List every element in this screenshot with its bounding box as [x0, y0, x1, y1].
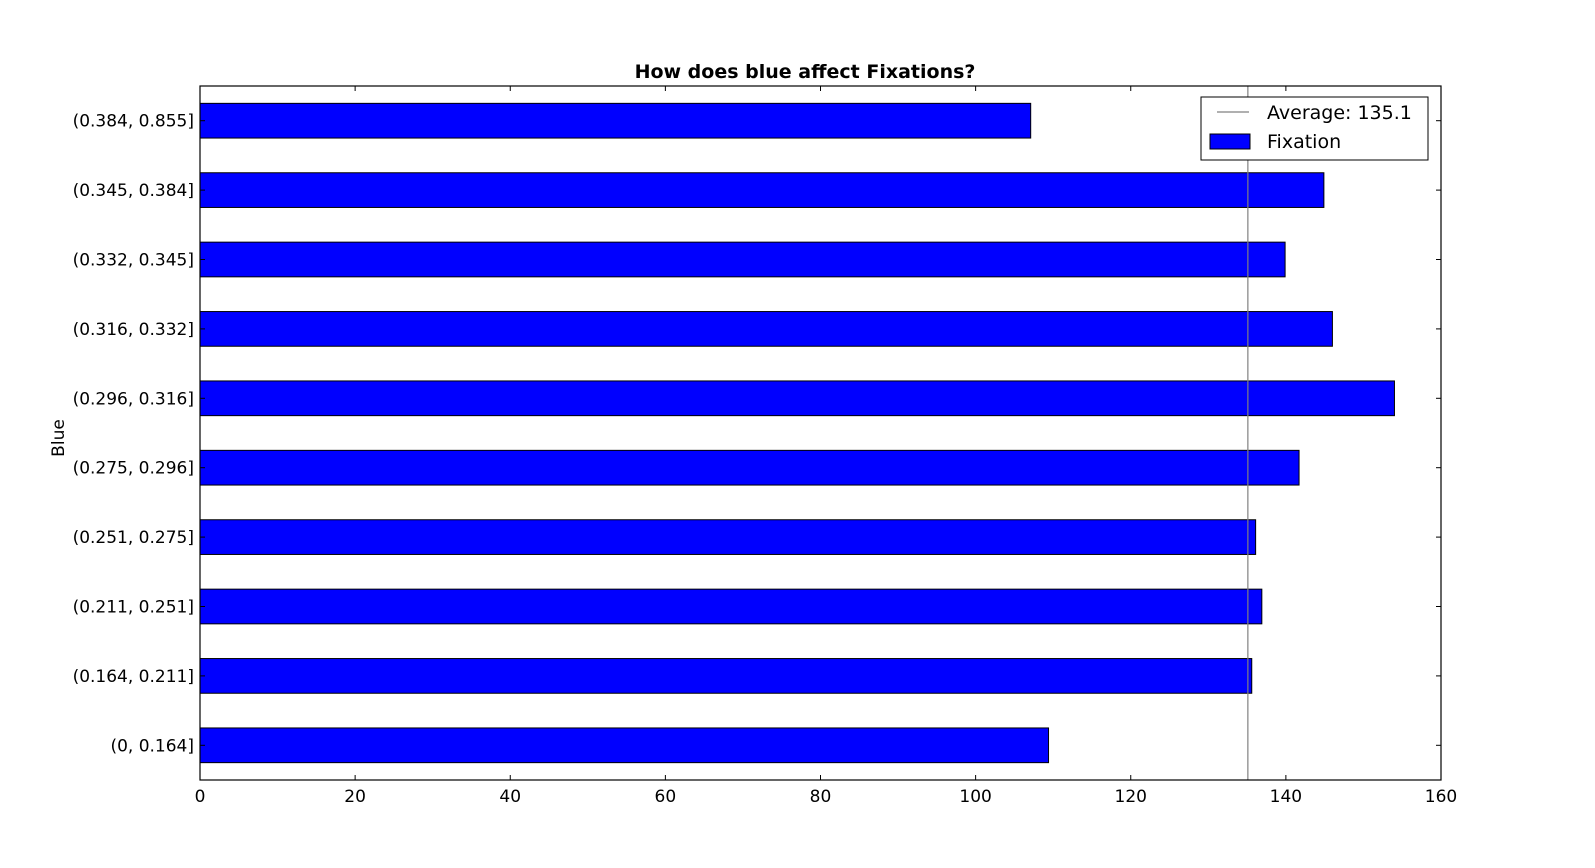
bar — [199, 588, 1263, 625]
bar — [199, 449, 1300, 486]
x-tick-label: 160 — [1425, 787, 1457, 807]
bar — [199, 311, 1333, 347]
y-tick-label: (0.345, 0.384] — [73, 181, 194, 201]
y-tick-label: (0, 0.164] — [110, 736, 194, 756]
y-tick-label: (0.164, 0.211] — [73, 667, 194, 687]
y-tick-label: (0.332, 0.345] — [73, 251, 194, 271]
x-tick-label: 80 — [810, 787, 832, 807]
plot-area: (0, 0.164] (0.164, 0.211] (0.211, 0.251] (0… — [73, 85, 1457, 807]
x-tick-label: 120 — [1115, 787, 1147, 807]
bar — [199, 380, 1395, 417]
y-tick-label: (0.296, 0.316] — [73, 389, 194, 409]
bar — [199, 102, 1032, 139]
bar — [199, 519, 1257, 555]
bar — [199, 241, 1286, 278]
axes-frame — [199, 85, 1442, 781]
y-tick-label: (0.275, 0.296] — [73, 459, 194, 479]
chart-title: How does blue affect Fixations? — [635, 61, 976, 83]
legend: Average: 135.1 Fixation — [1200, 96, 1429, 161]
x-tick-label: 140 — [1270, 787, 1302, 807]
x-tick-label: 20 — [344, 787, 366, 807]
y-tick-label: (0.251, 0.275] — [73, 528, 194, 548]
legend-average-label: Average: 135.1 — [1267, 102, 1412, 124]
x-tick-label: 40 — [499, 787, 521, 807]
y-axis-label: Blue — [49, 419, 69, 457]
bar — [199, 658, 1253, 694]
y-tick-label: (0.211, 0.251] — [73, 598, 194, 618]
bar — [199, 727, 1050, 764]
x-tick-label: 100 — [959, 787, 991, 807]
legend-fixation-label: Fixation — [1267, 131, 1341, 153]
y-tick-label: (0.384, 0.855] — [73, 112, 194, 132]
x-tick-label: 60 — [655, 787, 677, 807]
legend-fixation-swatch — [1209, 133, 1251, 150]
bar — [199, 172, 1325, 208]
x-tick-label: 0 — [195, 787, 206, 807]
y-tick-label: (0.316, 0.332] — [73, 320, 194, 340]
